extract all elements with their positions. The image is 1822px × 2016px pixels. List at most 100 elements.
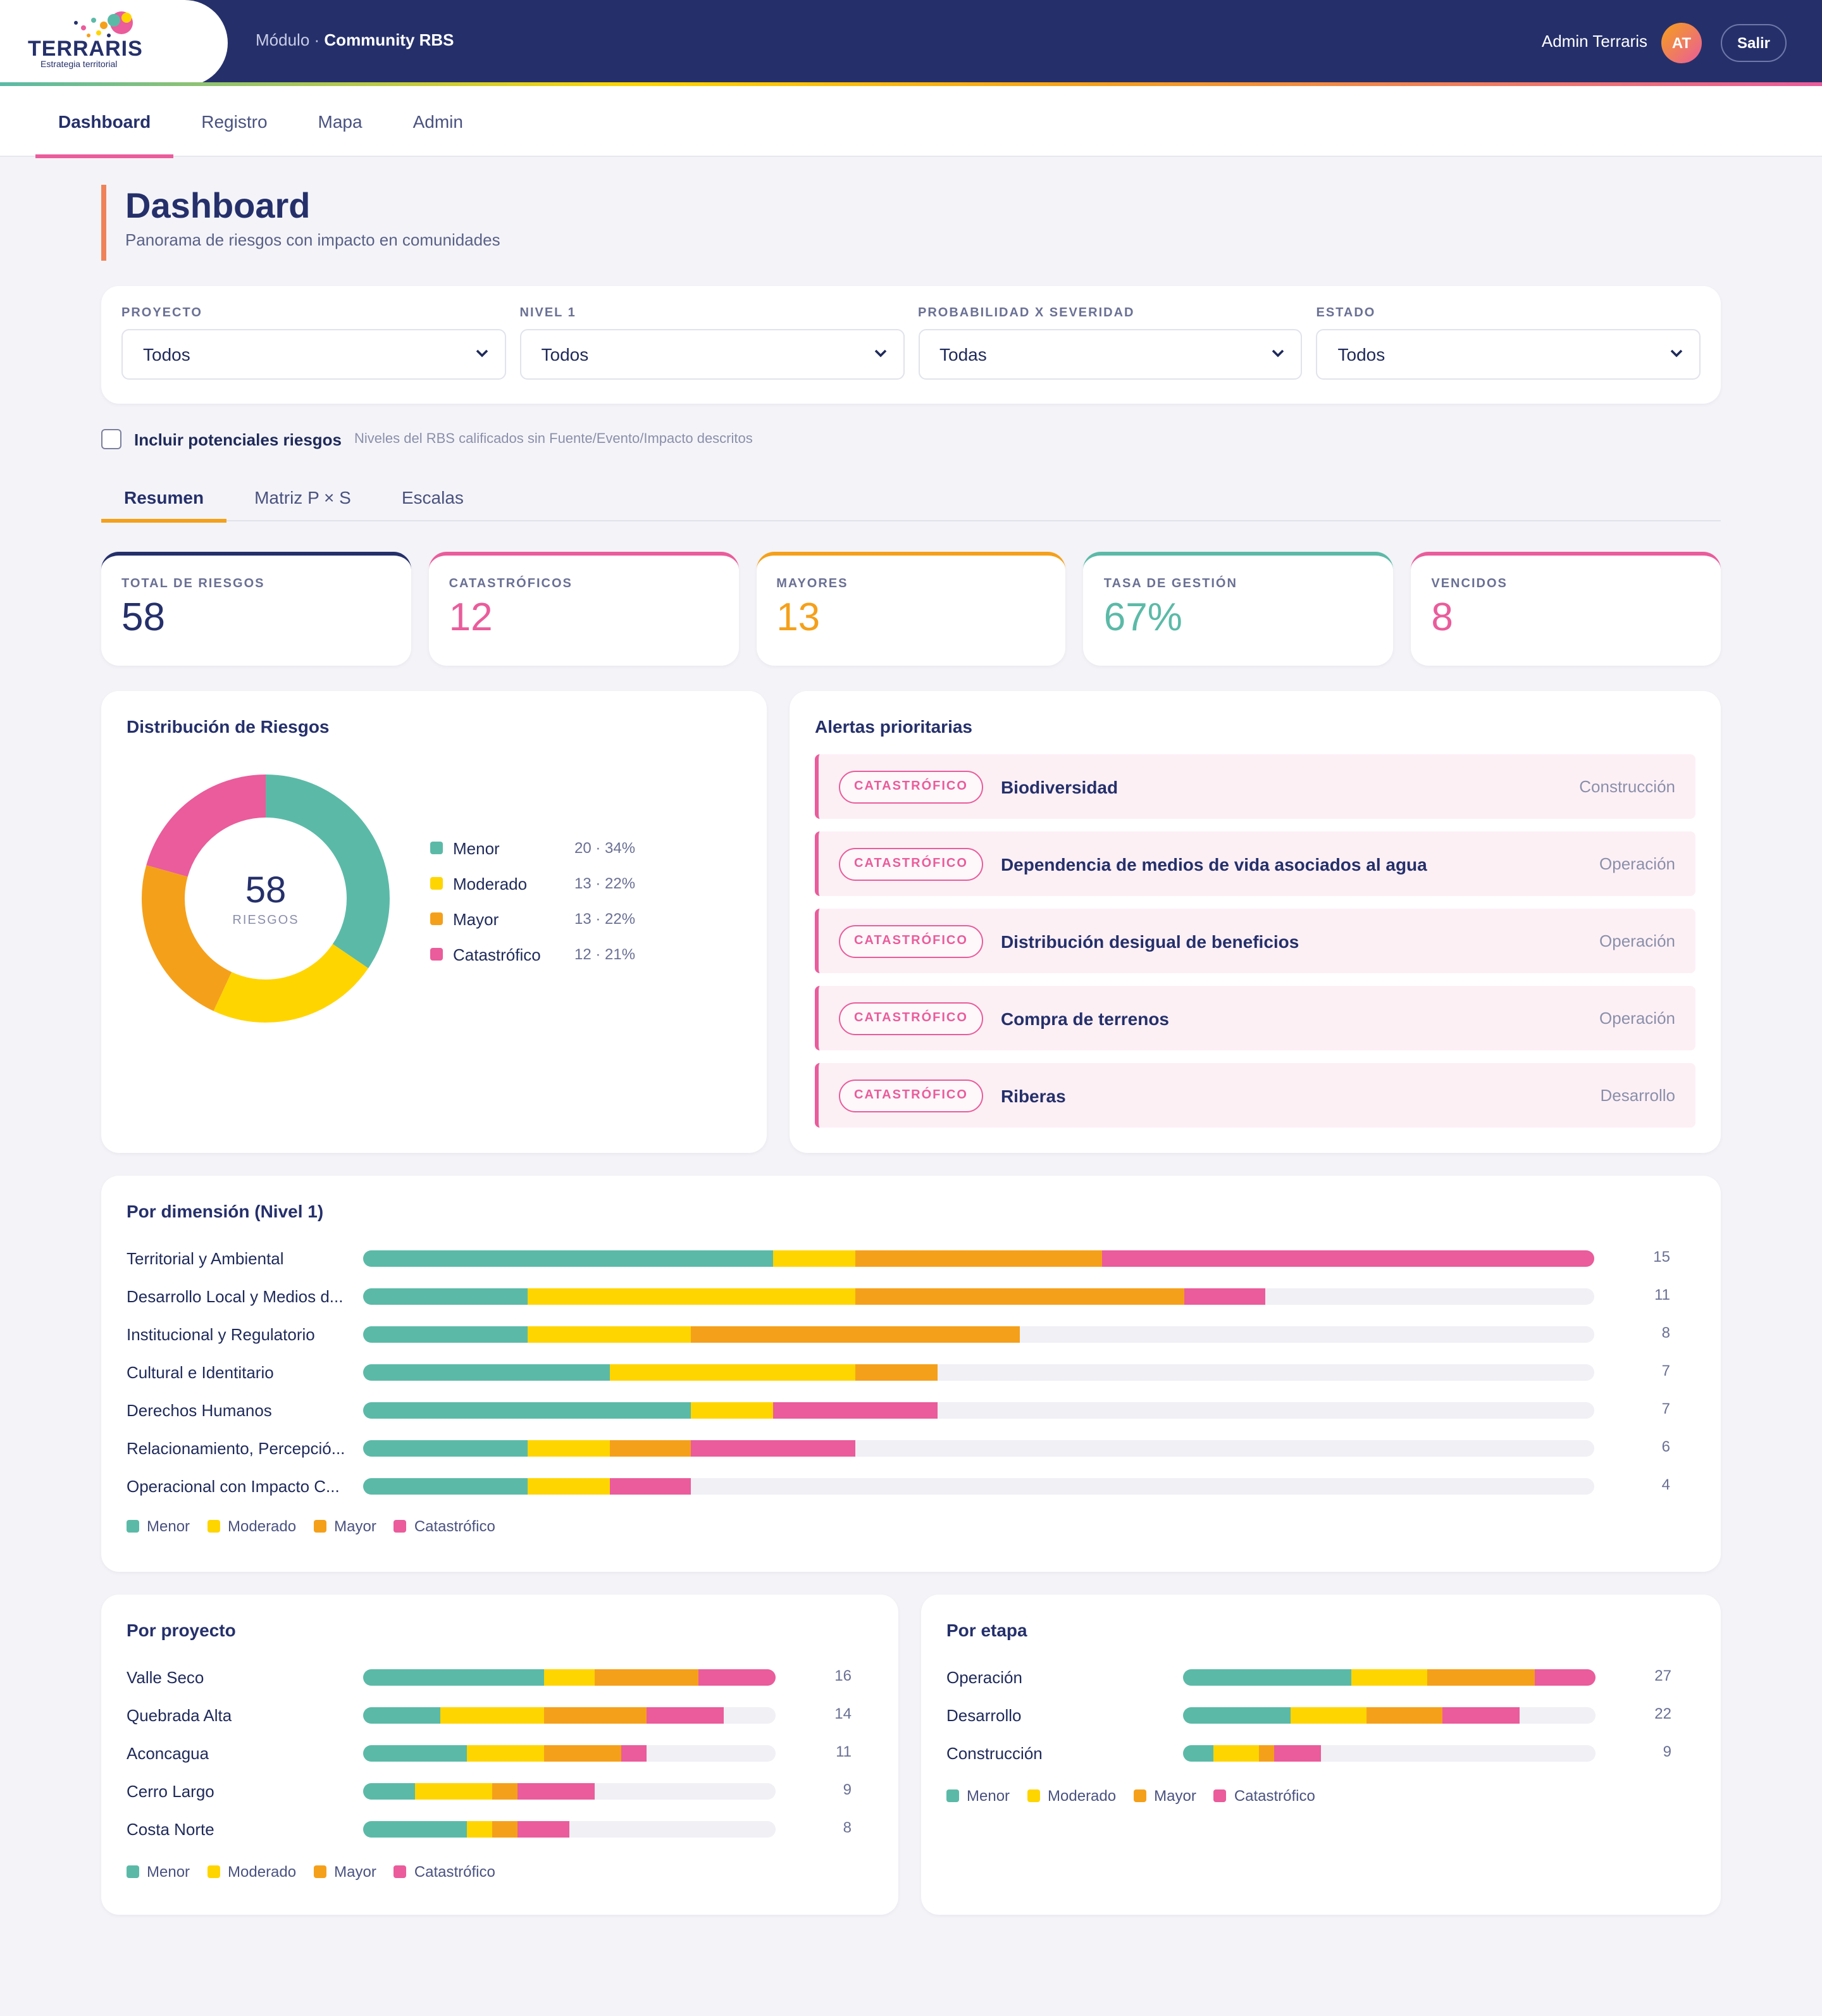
nav-tab-mapa[interactable]: Mapa (318, 111, 363, 132)
logo-dots-icon (74, 11, 133, 37)
filter-label: PROYECTO (121, 306, 202, 320)
logout-button[interactable]: Salir (1721, 24, 1787, 62)
avatar[interactable]: AT (1661, 23, 1702, 63)
stage-chart-card: Por etapa Operación 27 Desarrollo 22 Constru… (921, 1595, 1721, 1915)
kpi-row: TOTAL DE RIESGOS 58 CATASTRÓFICOS 12 MAY… (101, 552, 1721, 666)
filter-label: ESTADO (1316, 306, 1376, 320)
proyecto-select[interactable]: Todos (121, 329, 506, 380)
bar-segment-mayor (1259, 1745, 1275, 1762)
bar-track (363, 1326, 1594, 1343)
donut-slice-catastrófico (142, 775, 390, 1023)
logo-subtitle: Estrategia territorial (40, 60, 118, 69)
logo[interactable]: TERRARIS Estrategia territorial (0, 0, 228, 86)
probabilidad-select[interactable]: Todas (918, 329, 1303, 380)
bar-total: 7 (1661, 1400, 1670, 1417)
alert-item[interactable]: CATASTRÓFICO Biodiversidad Construcción (815, 754, 1695, 819)
nivel1-select[interactable]: Todos (519, 329, 904, 380)
donut-total-label: RIESGOS (232, 913, 299, 927)
legend-label: Menor (147, 1863, 190, 1881)
legend-value: 20 · 34% (574, 839, 636, 857)
bar-segment-menor (363, 1326, 528, 1343)
bar-row: Costa Norte (127, 1816, 367, 1841)
bar-total: 9 (843, 1781, 852, 1798)
legend-item-menor: Menor (946, 1787, 1010, 1805)
bar-segment-menor (363, 1402, 691, 1419)
logo-text: TERRARIS (28, 36, 143, 60)
bar-segment-catastrofico (621, 1745, 647, 1762)
bar-segment-moderado (527, 1478, 610, 1495)
severity-badge: CATASTRÓFICO (839, 1079, 983, 1112)
donut-legend: Menor 20 · 34% Moderado 13 · 22% Mayor 13 ·… (430, 830, 635, 972)
donut-total: 58 (245, 870, 287, 911)
donut-slice-moderado (142, 775, 390, 1023)
bar-segment-mayor (543, 1707, 647, 1724)
legend-label: Catastrófico (414, 1863, 495, 1881)
bar-label: Operacional con Impacto C... (127, 1476, 340, 1495)
kpi-label: VENCIDOS (1431, 577, 1508, 591)
bar-label: Quebrada Alta (127, 1705, 232, 1724)
bar-segment-menor (363, 1364, 610, 1381)
potential-risks-checkbox[interactable] (101, 429, 121, 449)
legend-item-moderado: Moderado (208, 1863, 296, 1881)
legend-name: Mayor (453, 909, 499, 928)
bar-segment-catastrofico (773, 1402, 938, 1419)
module-name: Community RBS (324, 30, 454, 49)
bar-segment-moderado (609, 1364, 856, 1381)
project-chart-card: Por proyecto Valle Seco 16 Quebrada Alta 14… (101, 1595, 898, 1915)
bar-track (363, 1783, 776, 1800)
filter-estado: ESTADO Todos (1316, 306, 1701, 404)
legend-row-mayor: Mayor 13 · 22% (430, 901, 635, 936)
select-value: Todos (1337, 344, 1385, 364)
estado-select[interactable]: Todos (1316, 329, 1701, 380)
nav-tab-dashboard[interactable]: Dashboard (35, 86, 174, 158)
potential-risks-row: Incluir potenciales riesgos Niveles del … (101, 429, 753, 449)
bar-row: Territorial y Ambiental (127, 1245, 367, 1271)
alert-item[interactable]: CATASTRÓFICO Compra de terrenos Operació… (815, 986, 1695, 1050)
select-value: Todas (939, 344, 987, 364)
legend-row-menor: Menor 20 · 34% (430, 830, 635, 866)
nav-tab-registro[interactable]: Registro (201, 111, 268, 132)
chart-legend: Menor Moderado Mayor Catastrófico (946, 1787, 1333, 1805)
tab-resumen[interactable]: Resumen (101, 473, 227, 523)
bar-segment-menor (1183, 1707, 1291, 1724)
checkbox-label[interactable]: Incluir potenciales riesgos (134, 430, 342, 449)
bar-segment-moderado (1213, 1745, 1260, 1762)
donut-center: 58 RIESGOS (142, 775, 390, 1023)
bar-segment-menor (363, 1707, 441, 1724)
user-name: Admin Terraris (1541, 32, 1647, 51)
bar-label: Valle Seco (127, 1667, 204, 1686)
nav-tab-admin[interactable]: Admin (412, 111, 463, 132)
bar-segment-catastrofico (698, 1669, 776, 1686)
alert-item[interactable]: CATASTRÓFICO Riberas Desarrollo (815, 1063, 1695, 1128)
alert-item[interactable]: CATASTRÓFICO Distribución desigual de be… (815, 909, 1695, 973)
legend-value: 12 · 21% (574, 945, 636, 963)
donut-slice-mayor (142, 775, 390, 1023)
alert-item[interactable]: CATASTRÓFICO Dependencia de medios de vi… (815, 831, 1695, 896)
alert-title: Dependencia de medios de vida asociados … (1000, 854, 1427, 874)
severity-badge: CATASTRÓFICO (839, 847, 983, 880)
bar-segment-catastrofico (1442, 1707, 1520, 1724)
alert-stage: Construcción (1579, 777, 1675, 796)
bar-label: Derechos Humanos (127, 1400, 272, 1419)
bar-track (363, 1288, 1594, 1305)
sub-tabs: Resumen Matriz P × S Escalas (101, 473, 1721, 523)
legend-label: Catastrófico (414, 1517, 495, 1535)
bar-segment-moderado (466, 1821, 492, 1838)
kpi-label: TASA DE GESTIÓN (1103, 577, 1237, 591)
dimension-chart-title: Por dimensión (Nivel 1) (127, 1201, 324, 1221)
bar-row: Quebrada Alta (127, 1702, 367, 1727)
bar-total: 7 (1661, 1362, 1670, 1379)
kpi-tasa-gestion: TASA DE GESTIÓN 67% (1083, 552, 1394, 666)
bar-total: 6 (1661, 1438, 1670, 1455)
tab-matriz[interactable]: Matriz P × S (254, 487, 351, 507)
bar-label: Desarrollo Local y Medios d... (127, 1286, 344, 1305)
main-content: Dashboard Panorama de riesgos con impact… (101, 185, 1721, 1915)
legend-swatch (394, 1865, 407, 1878)
bar-track (363, 1821, 776, 1838)
alert-stage: Operación (1599, 854, 1675, 873)
chevron-down-icon (874, 349, 886, 358)
bar-total: 15 (1653, 1248, 1670, 1266)
bar-label: Construcción (946, 1743, 1043, 1762)
tab-escalas[interactable]: Escalas (401, 487, 464, 507)
